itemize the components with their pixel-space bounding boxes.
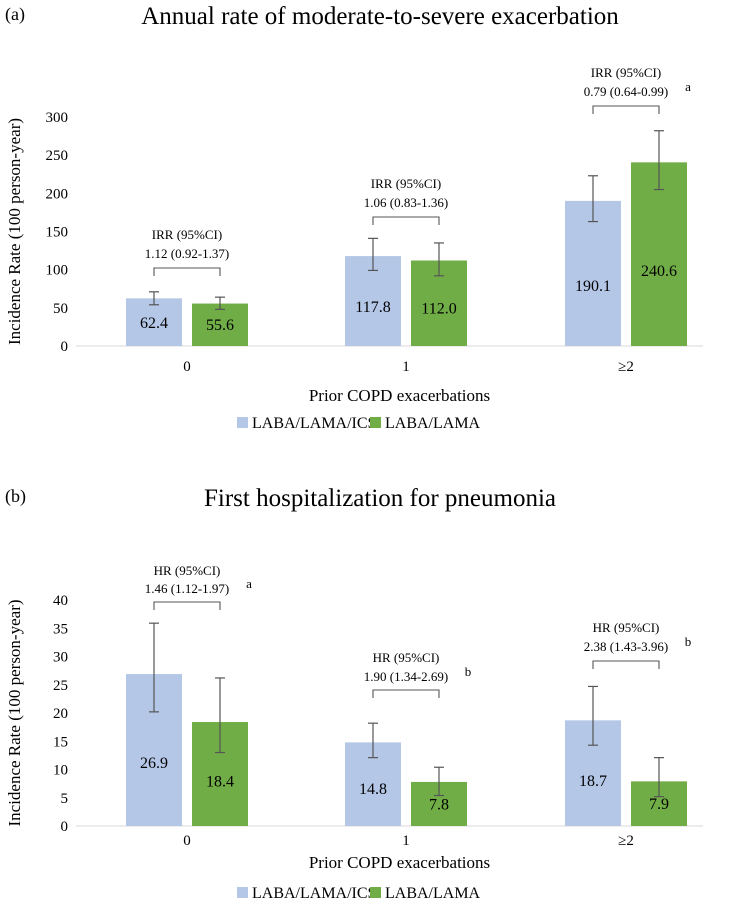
x-tick-label: ≥2 [618,359,634,375]
y-tick-label: 10 [53,763,68,779]
x-axis-label: Prior COPD exacerbations [309,386,490,405]
data-label: 14.8 [359,781,387,798]
data-label: 240.6 [641,263,677,280]
y-tick-label: 15 [53,734,68,750]
annotation-title: HR (95%CI) [593,620,660,635]
y-tick-label: 0 [61,339,69,355]
annotation-superscript: a [685,79,691,94]
x-tick-label: ≥2 [618,833,634,849]
legend-swatch-laba-lama [370,887,381,898]
annotation-superscript: b [465,664,472,679]
x-tick-label: 0 [183,833,191,849]
data-label: 7.8 [429,796,449,813]
y-tick-label: 300 [46,110,69,126]
legend-swatch-laba-lama [370,417,381,428]
legend-swatch-laba-lama-ics [237,887,248,898]
annotation-value: 2.38 (1.43-3.96) [584,639,669,654]
data-label: 112.0 [421,301,456,318]
data-label: 62.4 [140,315,168,332]
legend-label: LABA/LAMA [385,885,481,902]
bar-laba-lama-ics [126,298,182,346]
legend-label: LABA/LAMA/ICS [252,885,376,902]
annotation-title: IRR (95%CI) [371,176,441,191]
bar-laba-lama [631,162,687,346]
y-tick-label: 150 [46,225,69,241]
panel-label: (b) [5,486,26,507]
legend-label: LABA/LAMA [385,415,481,432]
annotation-value: 1.06 (0.83-1.36) [364,195,449,210]
y-tick-label: 250 [46,148,69,164]
annotation-value: 1.90 (1.34-2.69) [364,669,449,684]
data-label: 55.6 [206,317,234,334]
y-axis-label: Incidence Rate (100 person-year) [5,118,24,345]
data-label: 18.4 [206,773,234,790]
y-tick-label: 50 [53,301,68,317]
annotation-title: IRR (95%CI) [152,227,222,242]
significance-bracket [592,660,660,669]
bar-laba-lama [192,303,248,346]
y-tick-label: 30 [53,650,68,666]
y-tick-label: 0 [61,819,69,835]
significance-bracket [153,601,221,610]
chart-panel-b: (b) First hospitalization for pneumonia 0 5… [5,485,703,902]
significance-bracket [372,689,440,698]
annotation-superscript: b [685,634,692,649]
bar-laba-lama-ics [345,256,401,346]
data-label: 7.9 [649,796,669,813]
y-axis-label: Incidence Rate (100 person-year) [5,599,24,826]
y-tick-label: 100 [46,263,69,279]
x-tick-label: 0 [183,359,191,375]
data-label: 26.9 [140,755,168,772]
significance-bracket [153,267,221,276]
x-axis-label: Prior COPD exacerbations [309,853,490,872]
y-tick-label: 35 [53,621,68,637]
y-tick-label: 20 [53,706,68,722]
significance-bracket [592,105,660,114]
legend-swatch-laba-lama-ics [237,417,248,428]
data-label: 18.7 [579,773,607,790]
chart-title: Annual rate of moderate-to-severe exacer… [141,3,619,30]
data-label: 190.1 [575,278,611,295]
annotation-value: 1.46 (1.12-1.97) [145,581,230,596]
chart-panel-a: (a) Annual rate of moderate-to-severe exa… [5,3,703,432]
annotation-value: 1.12 (0.92-1.37) [145,246,230,261]
annotation-title: HR (95%CI) [154,563,221,578]
significance-bracket [372,216,440,225]
y-tick-label: 5 [61,791,69,807]
x-tick-label: 1 [402,833,410,849]
annotation-superscript: a [246,576,252,591]
x-tick-label: 1 [402,359,410,375]
legend-label: LABA/LAMA/ICS [252,415,376,432]
y-tick-label: 40 [53,593,68,609]
y-tick-label: 200 [46,186,69,202]
annotation-title: IRR (95%CI) [591,65,661,80]
chart-title: First hospitalization for pneumonia [204,485,556,512]
annotation-value: 0.79 (0.64-0.99) [584,84,669,99]
data-label: 117.8 [355,299,390,316]
annotation-title: HR (95%CI) [373,650,440,665]
panel-label: (a) [5,4,25,25]
y-tick-label: 25 [53,678,68,694]
bar-laba-lama-ics [565,200,621,346]
